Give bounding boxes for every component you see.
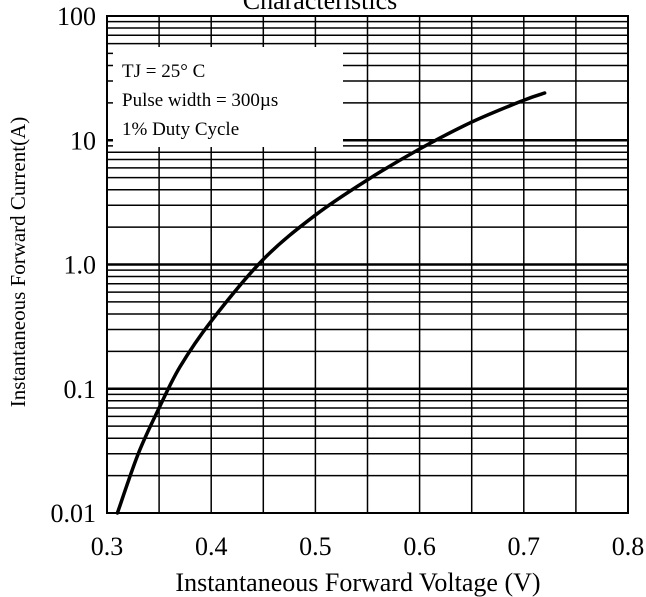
curve-layer [115, 91, 547, 515]
y-tick-label: 10 [70, 126, 96, 155]
y-tick-label: 100 [57, 2, 96, 31]
x-tick-label: 0.4 [195, 532, 228, 561]
y-tick-label: 1.0 [64, 251, 97, 280]
x-tick-labels: 0.3 0.4 0.5 0.6 0.7 0.8 [91, 532, 645, 561]
x-tick-label: 0.8 [612, 532, 645, 561]
annotation-box: TJ = 25° C Pulse width = 300µs 1% Duty C… [113, 47, 343, 147]
x-tick-label: 0.6 [403, 532, 436, 561]
y-tick-label: 0.1 [64, 375, 97, 404]
chart-title: Characteristics [243, 0, 398, 15]
y-tick-label: 0.01 [51, 499, 97, 528]
y-axis-label: Instantaneous Forward Current(A) [6, 117, 30, 407]
forward-current-curve [115, 91, 547, 515]
plot-frame [106, 15, 629, 514]
x-tick-label: 0.5 [299, 532, 332, 561]
x-tick-label: 0.3 [91, 532, 124, 561]
x-tick-label: 0.7 [508, 532, 541, 561]
y-tick-labels: 0.01 0.1 1.0 10 100 [51, 2, 97, 528]
annotation-box-background [113, 47, 343, 147]
annotation-line-1: TJ = 25° C [122, 61, 205, 82]
annotation-line-3: 1% Duty Cycle [122, 119, 239, 140]
annotation-line-2: Pulse width = 300µs [122, 90, 278, 111]
x-axis-label: Instantaneous Forward Voltage (V) [175, 568, 540, 597]
